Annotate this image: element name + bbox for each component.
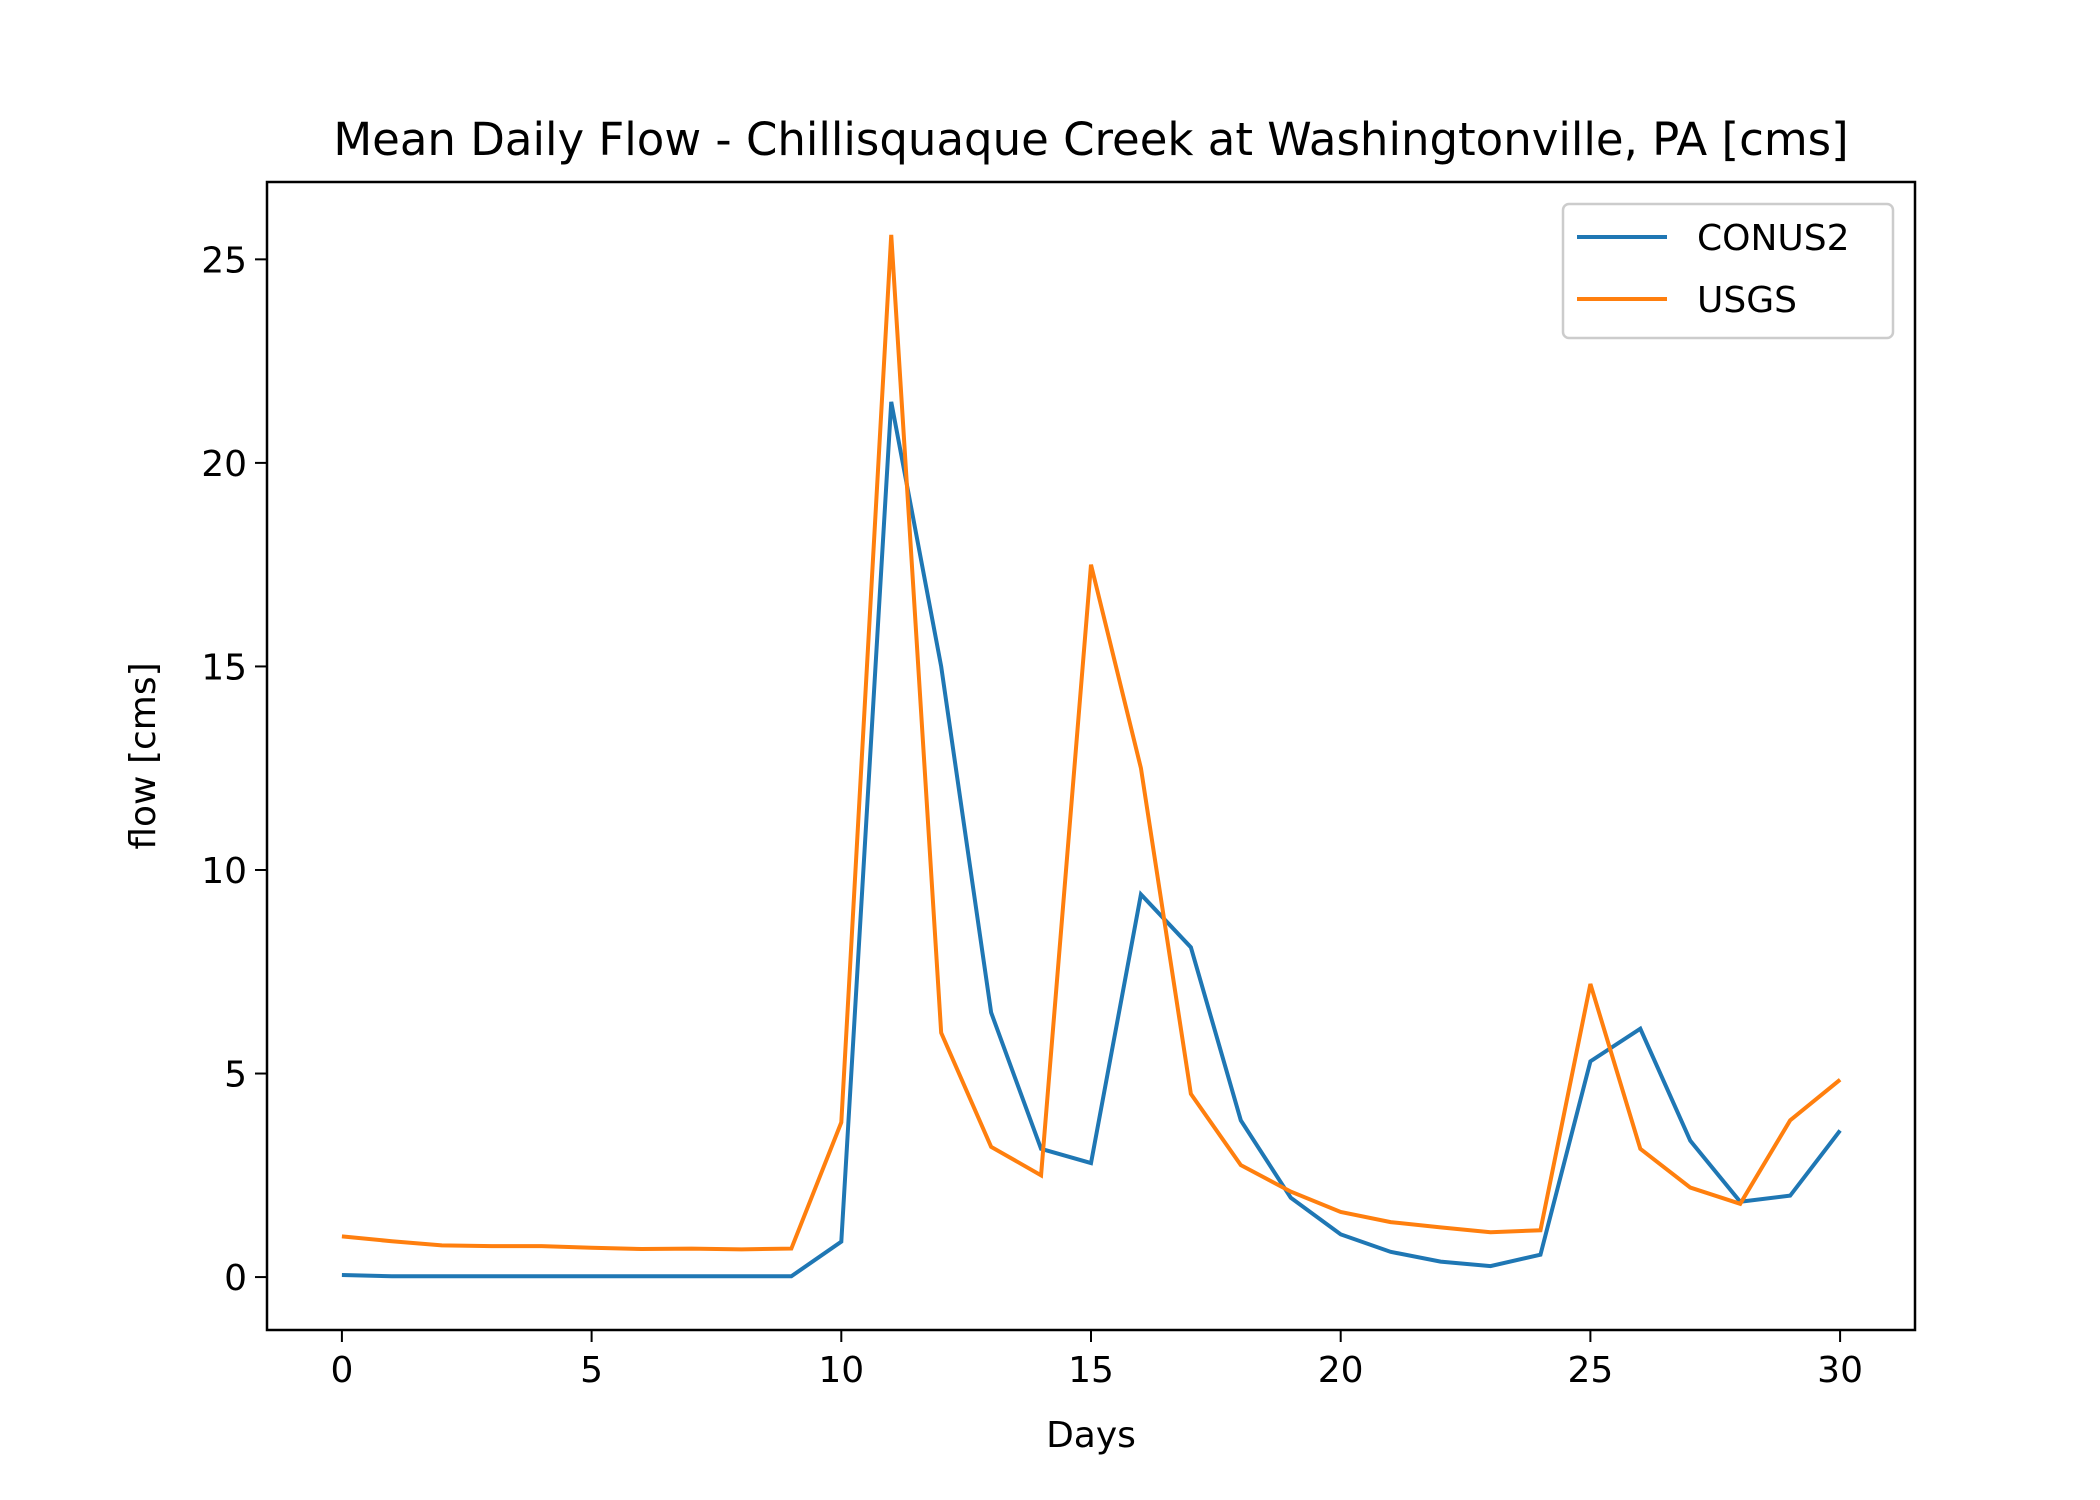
series-lines (341, 234, 1842, 1279)
y-tick-label: 25 (201, 240, 247, 281)
y-tick-label: 20 (201, 444, 247, 485)
x-tick-label: 20 (1318, 1350, 1364, 1391)
y-tick-label: 5 (224, 1055, 247, 1096)
y-tick-label: 10 (201, 851, 247, 892)
x-tick-label: 10 (818, 1350, 864, 1391)
legend-label-conus2: CONUS2 (1697, 218, 1850, 259)
legend-label-usgs: USGS (1697, 280, 1797, 321)
series-line-usgs (341, 234, 1842, 1252)
legend: CONUS2 USGS (1561, 202, 1895, 340)
x-tick-label: 0 (330, 1350, 353, 1391)
plot-frame (265, 180, 1917, 1332)
series-line-conus2 (341, 401, 1842, 1279)
x-tick-label: 5 (580, 1350, 603, 1391)
chart-title: Mean Daily Flow - Chillisquaque Creek at… (333, 113, 1848, 166)
axes: 0 5 10 15 20 25 30 0 5 10 15 20 25 (201, 240, 1863, 1391)
x-tick-label: 25 (1567, 1350, 1613, 1391)
x-tick-label: 15 (1068, 1350, 1114, 1391)
y-tick-label: 0 (224, 1258, 247, 1299)
x-axis-label: Days (1046, 1415, 1136, 1456)
y-axis-label: flow [cms] (123, 662, 164, 849)
y-tick-label: 15 (201, 647, 247, 688)
x-tick-label: 30 (1817, 1350, 1863, 1391)
